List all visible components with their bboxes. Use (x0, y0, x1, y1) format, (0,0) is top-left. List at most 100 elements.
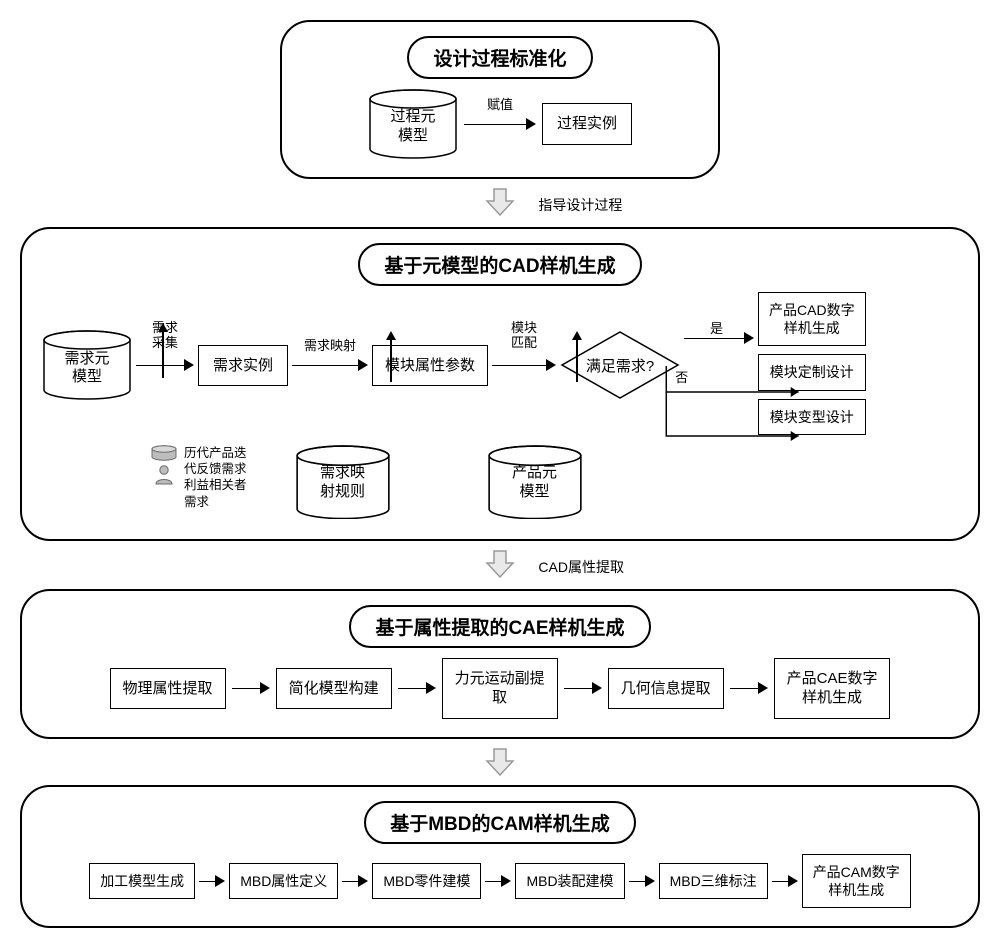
product-meta-label: 产品元 模型 (512, 464, 557, 502)
sources-up-connector: .vconn[data-name="sources-up-connector"]… (162, 332, 164, 378)
stage-cam-generation: 基于MBD的CAM样机生成 加工模型生成 MBD属性定义 MBD零件建模 MBD… (20, 785, 980, 928)
cam-b1-label: 加工模型生成 (100, 873, 184, 889)
requirement-meta-model-cylinder: 需求元 模型 (42, 330, 132, 400)
cae-b3: 力元运动副提 取 (442, 658, 558, 719)
assign-arrow: 赋值 (464, 112, 536, 136)
satisfy-label: 满足需求? (586, 355, 654, 376)
stage3-row: 物理属性提取 简化模型构建 力元运动副提 取 几何信息提取 产品CAE数字 样机… (42, 658, 958, 719)
arrow-icon (730, 676, 768, 700)
sources-text: 历代产品迭 代反馈需求 利益相关者 需求 (184, 445, 247, 510)
cam-b2: MBD属性定义 (229, 863, 338, 899)
arrow-icon (772, 869, 798, 893)
req-instance-box: 需求实例 (198, 345, 288, 387)
stage2-title: 基于元模型的CAD样机生成 (358, 243, 641, 286)
cae-b1-label: 物理属性提取 (123, 680, 213, 697)
between1-label: 指导设计过程 (538, 195, 622, 215)
module-match-arrow: 模块 匹配 (492, 353, 556, 377)
cae-b2: 简化模型构建 (276, 668, 392, 710)
between-2: CAD属性提取 (20, 547, 980, 589)
stage4-title: 基于MBD的CAM样机生成 (364, 801, 636, 844)
stage1-row: 过程元 模型 赋值 过程实例 (302, 89, 698, 159)
mapping-rules-label: 需求映 射规则 (320, 464, 365, 502)
decision-right-connector: 是 (684, 330, 754, 400)
src-l2: 代反馈需求 (184, 461, 247, 477)
cam-b3: MBD零件建模 (372, 863, 481, 899)
maprules-up-connector: .vconn[data-name="maprules-up-connector"… (390, 340, 392, 382)
cae-b2-label: 简化模型构建 (289, 680, 379, 697)
stage3-title-text: 基于属性提取的CAE样机生成 (375, 618, 624, 639)
product-meta-model-cylinder: 产品元 模型 (487, 445, 583, 515)
cam-b2-label: MBD属性定义 (240, 873, 327, 889)
yes-label: 是 (710, 318, 723, 337)
module-custom-box: 模块定制设计 (758, 354, 866, 390)
arrow-icon (232, 676, 270, 700)
stage4-title-text: 基于MBD的CAM样机生成 (390, 814, 610, 835)
arrow-icon (398, 676, 436, 700)
fat-arrow-icon (483, 547, 517, 581)
cam-b6: 产品CAM数字 样机生成 (802, 854, 911, 908)
stage4-row: 加工模型生成 MBD属性定义 MBD零件建模 MBD装配建模 MBD三维标注 产… (42, 854, 958, 908)
assign-arrow-label: 赋值 (487, 94, 513, 113)
arrow-icon (199, 869, 225, 893)
module-variant-box: 模块变型设计 (758, 399, 866, 435)
arrow-icon (564, 676, 602, 700)
stage2-support-row: 历代产品迭 代反馈需求 利益相关者 需求 需求映 射规则 (42, 445, 958, 515)
cae-b4-label: 几何信息提取 (621, 680, 711, 697)
cam-b5: MBD三维标注 (659, 863, 768, 899)
req-mapping-arrow: 需求映射 (292, 353, 368, 377)
stage1-title-text: 设计过程标准化 (433, 49, 566, 70)
module-variant-label: 模块变型设计 (770, 409, 854, 425)
cam-b3-label: MBD零件建模 (383, 873, 470, 889)
source-icons (150, 445, 178, 485)
stage-design-standardization: 设计过程标准化 过程元 模型 赋值 过程实例 (280, 20, 720, 179)
between-3 (20, 745, 980, 785)
process-instance-box: 过程实例 (542, 103, 632, 145)
src-l4: 需求 (184, 494, 247, 510)
prodmeta-up-connector: .vconn[data-name="prodmeta-up-connector"… (576, 340, 578, 382)
module-custom-label: 模块定制设计 (770, 364, 854, 380)
cae-b5-label: 产品CAE数字 样机生成 (787, 670, 878, 707)
cae-b5: 产品CAE数字 样机生成 (774, 658, 891, 719)
req-mapping-label: 需求映射 (304, 335, 356, 354)
stage2-main-row: 需求元 模型 需求 采集 需求实例 需求映射 模块属性参数 模块 匹配 满足需求… (42, 296, 958, 435)
between2-label: CAD属性提取 (538, 557, 624, 577)
req-collect-arrow: 需求 采集 (136, 353, 194, 377)
person-icon (153, 463, 175, 485)
cam-b6-label: 产品CAM数字 样机生成 (813, 864, 900, 898)
satisfy-decision: 满足需求? (560, 330, 680, 400)
arrow-icon (342, 869, 368, 893)
arrow-icon (629, 869, 655, 893)
process-meta-model-label: 过程元 模型 (390, 108, 435, 146)
cae-b4: 几何信息提取 (608, 668, 724, 710)
src-l3: 利益相关者 (184, 477, 247, 493)
stage3-title: 基于属性提取的CAE样机生成 (349, 605, 650, 648)
between-1: 指导设计过程 (20, 185, 980, 227)
cam-b4: MBD装配建模 (515, 863, 624, 899)
fat-arrow-icon (483, 185, 517, 219)
module-attr-label: 模块属性参数 (385, 357, 475, 374)
module-match-label: 模块 匹配 (511, 321, 537, 351)
src-l1: 历代产品迭 (184, 445, 247, 461)
cad-output-box: 产品CAD数字 样机生成 (758, 292, 866, 346)
req-instance-label: 需求实例 (213, 357, 273, 374)
cad-output-label: 产品CAD数字 样机生成 (769, 302, 855, 336)
process-instance-label: 过程实例 (557, 115, 617, 132)
mapping-rules-cylinder: 需求映 射规则 (295, 445, 391, 515)
map-rules-wrap: 需求映 射规则 (291, 445, 395, 515)
stage-cad-generation: 基于元模型的CAD样机生成 需求元 模型 需求 采集 需求实例 需求映射 模块属… (20, 227, 980, 541)
process-meta-model-cylinder: 过程元 模型 (368, 89, 458, 159)
cam-b4-label: MBD装配建模 (526, 873, 613, 889)
stage2-title-text: 基于元模型的CAD样机生成 (384, 256, 615, 277)
cam-b5-label: MBD三维标注 (670, 873, 757, 889)
cam-b1: 加工模型生成 (89, 863, 195, 899)
fat-arrow-icon (483, 745, 517, 779)
database-icon (150, 445, 178, 461)
req-meta-model-label: 需求元 模型 (64, 350, 109, 388)
prod-meta-wrap: 产品元 模型 (483, 445, 587, 515)
arrow-icon (485, 869, 511, 893)
cae-b3-label: 力元运动副提 取 (455, 670, 545, 707)
stage2-right-column: 产品CAD数字 样机生成 模块定制设计 模块变型设计 (758, 292, 866, 435)
stage1-title: 设计过程标准化 (407, 36, 592, 79)
stage-cae-generation: 基于属性提取的CAE样机生成 物理属性提取 简化模型构建 力元运动副提 取 几何… (20, 589, 980, 739)
cae-b1: 物理属性提取 (110, 668, 226, 710)
